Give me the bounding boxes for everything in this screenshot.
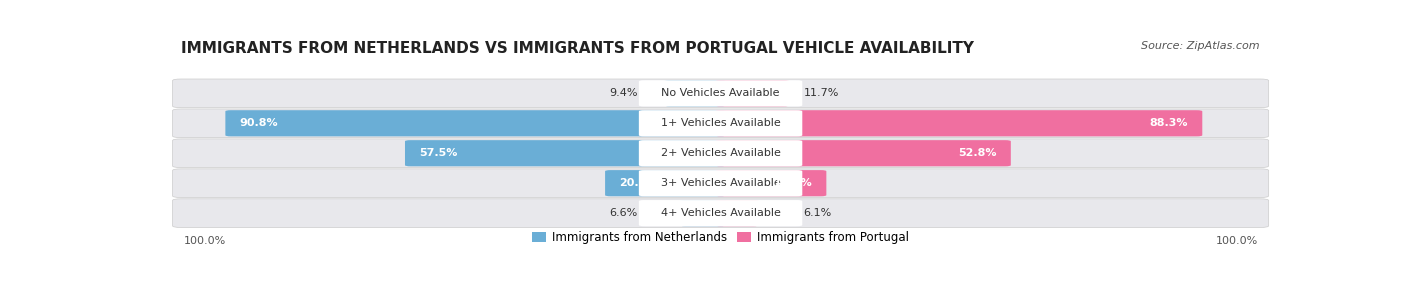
Text: IMMIGRANTS FROM NETHERLANDS VS IMMIGRANTS FROM PORTUGAL VEHICLE AVAILABILITY: IMMIGRANTS FROM NETHERLANDS VS IMMIGRANT… [181, 41, 974, 56]
FancyBboxPatch shape [405, 140, 725, 166]
FancyBboxPatch shape [716, 140, 1011, 166]
Text: 1+ Vehicles Available: 1+ Vehicles Available [661, 118, 780, 128]
Text: 88.3%: 88.3% [1150, 118, 1188, 128]
Text: 2+ Vehicles Available: 2+ Vehicles Available [661, 148, 780, 158]
Legend: Immigrants from Netherlands, Immigrants from Portugal: Immigrants from Netherlands, Immigrants … [527, 226, 914, 249]
FancyBboxPatch shape [173, 199, 1268, 227]
FancyBboxPatch shape [716, 110, 1202, 136]
Text: 11.7%: 11.7% [803, 88, 839, 98]
FancyBboxPatch shape [173, 109, 1268, 138]
Text: 20.4%: 20.4% [619, 178, 658, 188]
FancyBboxPatch shape [225, 110, 725, 136]
FancyBboxPatch shape [638, 200, 803, 226]
FancyBboxPatch shape [665, 80, 725, 106]
FancyBboxPatch shape [638, 80, 803, 106]
FancyBboxPatch shape [716, 80, 789, 106]
FancyBboxPatch shape [638, 110, 803, 136]
Text: 18.6%: 18.6% [773, 178, 813, 188]
Text: 9.4%: 9.4% [609, 88, 638, 98]
Text: 52.8%: 52.8% [957, 148, 997, 158]
Text: 3+ Vehicles Available: 3+ Vehicles Available [661, 178, 780, 188]
FancyBboxPatch shape [173, 169, 1268, 198]
FancyBboxPatch shape [716, 170, 827, 196]
Text: 100.0%: 100.0% [183, 236, 225, 246]
Text: 6.6%: 6.6% [610, 208, 638, 218]
Text: Source: ZipAtlas.com: Source: ZipAtlas.com [1142, 41, 1260, 51]
Text: 57.5%: 57.5% [419, 148, 457, 158]
FancyBboxPatch shape [638, 140, 803, 166]
FancyBboxPatch shape [605, 170, 725, 196]
FancyBboxPatch shape [173, 139, 1268, 168]
FancyBboxPatch shape [173, 79, 1268, 108]
Text: No Vehicles Available: No Vehicles Available [661, 88, 780, 98]
FancyBboxPatch shape [679, 200, 725, 226]
Text: 4+ Vehicles Available: 4+ Vehicles Available [661, 208, 780, 218]
Text: 100.0%: 100.0% [1216, 236, 1258, 246]
Text: 90.8%: 90.8% [239, 118, 278, 128]
FancyBboxPatch shape [716, 200, 759, 226]
FancyBboxPatch shape [638, 170, 803, 196]
Text: 6.1%: 6.1% [803, 208, 831, 218]
